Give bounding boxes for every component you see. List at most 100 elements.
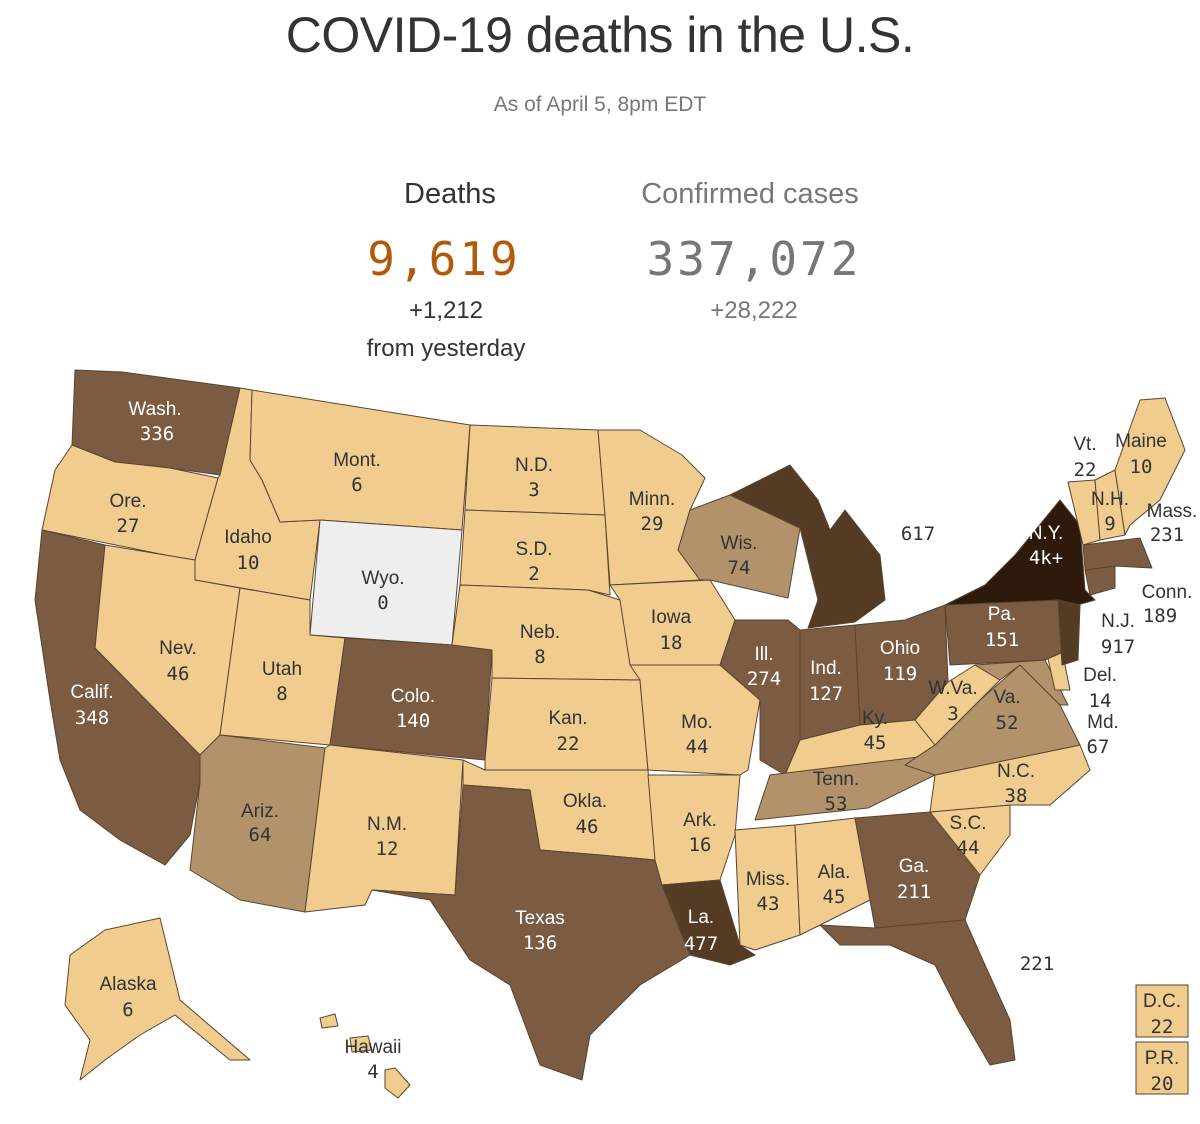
state-label-ny: N.Y. <box>1029 523 1064 544</box>
state-value-nj: 917 <box>1101 636 1135 658</box>
state-label-ky: Ky. <box>862 708 888 729</box>
deaths-label: Deaths <box>404 178 496 210</box>
state-la[interactable] <box>661 879 756 966</box>
state-value-mn: 29 <box>641 513 664 535</box>
state-value-wi: 74 <box>728 557 751 579</box>
state-value-in: 127 <box>809 683 843 705</box>
state-label-az: Ariz. <box>241 801 279 822</box>
state-value-ma: 231 <box>1150 524 1184 546</box>
state-value-wy: 0 <box>377 592 388 614</box>
state-value-sd: 2 <box>528 563 539 585</box>
state-label-ok: Okla. <box>563 791 607 812</box>
state-value-ny: 4k+ <box>1029 547 1063 569</box>
state-label-sc: S.C. <box>950 813 987 834</box>
state-label-ak: Alaska <box>99 974 156 995</box>
state-label-ct: Conn. <box>1142 582 1193 603</box>
state-value-co: 140 <box>396 710 430 732</box>
state-value-mi: 617 <box>901 523 935 545</box>
state-pr[interactable] <box>1135 1041 1189 1095</box>
state-label-nj: N.J. <box>1101 611 1135 632</box>
state-label-pr: P.R. <box>1145 1048 1180 1069</box>
state-value-nv: 46 <box>167 663 190 685</box>
state-fl[interactable] <box>819 919 1016 1066</box>
state-label-mo: Mo. <box>681 712 713 733</box>
state-label-me: Maine <box>1115 431 1167 452</box>
state-label-ia: Iowa <box>651 607 692 628</box>
state-label-tn: Tenn. <box>813 769 859 790</box>
state-ak[interactable] <box>64 917 251 1081</box>
state-label-mt: Mont. <box>333 450 381 471</box>
state-nm[interactable] <box>304 744 464 913</box>
state-value-hi: 4 <box>367 1061 378 1083</box>
state-value-ok: 46 <box>576 816 599 838</box>
state-label-vt: Vt. <box>1073 434 1096 455</box>
state-label-id: Idaho <box>224 527 272 548</box>
state-value-nc: 38 <box>1005 785 1028 807</box>
state-label-ga: Ga. <box>899 856 930 877</box>
state-value-ca: 348 <box>75 707 109 729</box>
state-label-ne: Neb. <box>520 622 560 643</box>
state-label-oh: Ohio <box>880 638 920 659</box>
state-tx[interactable] <box>371 784 691 1081</box>
state-nj[interactable] <box>1057 599 1081 666</box>
state-label-nh: N.H. <box>1091 489 1129 510</box>
state-value-ms: 43 <box>757 893 780 915</box>
state-value-ks: 22 <box>557 733 580 755</box>
state-value-pa: 151 <box>985 629 1019 651</box>
state-value-nm: 12 <box>376 838 399 860</box>
state-value-al: 45 <box>823 886 846 908</box>
state-value-me: 10 <box>1130 456 1153 478</box>
state-label-wa: Wash. <box>128 399 181 420</box>
state-value-de: 14 <box>1089 690 1112 712</box>
state-value-oh: 119 <box>883 663 917 685</box>
state-label-md: Md. <box>1087 712 1119 733</box>
state-sd[interactable] <box>459 509 611 596</box>
state-label-sd: S.D. <box>516 539 553 560</box>
state-label-va: Va. <box>993 687 1020 708</box>
state-co[interactable] <box>329 637 493 761</box>
state-label-il: Ill. <box>755 644 774 665</box>
state-value-tx: 136 <box>523 932 557 954</box>
state-label-nv: Nev. <box>159 638 197 659</box>
state-label-wi: Wis. <box>721 533 758 554</box>
state-al[interactable] <box>794 817 871 936</box>
state-me[interactable] <box>1114 397 1186 536</box>
state-value-va: 52 <box>996 712 1019 734</box>
state-tn[interactable] <box>754 754 936 821</box>
state-value-il: 274 <box>747 668 781 690</box>
map-title: COVID-19 deaths in the U.S. <box>285 7 915 63</box>
state-value-or: 27 <box>117 515 140 537</box>
state-value-fl: 221 <box>1020 953 1054 975</box>
state-mi[interactable] <box>729 464 886 629</box>
state-label-la: La. <box>688 907 714 928</box>
state-label-ma: Mass. <box>1147 501 1198 522</box>
state-value-tn: 53 <box>825 793 848 815</box>
cases-total: 337,072 <box>646 232 862 286</box>
state-label-dc: D.C. <box>1143 991 1181 1012</box>
state-value-ky: 45 <box>864 732 887 754</box>
state-label-nc: N.C. <box>997 761 1035 782</box>
state-label-ms: Miss. <box>746 869 790 890</box>
state-dc[interactable] <box>1135 984 1189 1038</box>
state-value-pr: 20 <box>1151 1073 1174 1095</box>
state-label-nm: N.M. <box>367 814 407 835</box>
state-value-sc: 44 <box>957 837 980 859</box>
deaths-total: 9,619 <box>367 232 521 286</box>
state-hi[interactable] <box>384 1067 411 1099</box>
state-hi-islands <box>349 1035 373 1053</box>
state-ma[interactable] <box>1082 537 1153 571</box>
state-label-or: Ore. <box>110 491 147 512</box>
state-value-nd: 3 <box>528 479 539 501</box>
state-label-al: Ala. <box>818 862 851 883</box>
state-value-wa: 336 <box>140 423 174 445</box>
state-value-az: 64 <box>249 824 272 846</box>
cases-change: +28,222 <box>710 297 798 324</box>
state-value-ut: 8 <box>276 683 287 705</box>
state-label-ks: Kan. <box>548 708 587 729</box>
state-label-co: Colo. <box>391 686 435 707</box>
state-value-id: 10 <box>237 552 260 574</box>
state-ms[interactable] <box>734 824 801 951</box>
state-ny[interactable] <box>944 499 1096 611</box>
state-ct[interactable] <box>1084 565 1116 596</box>
state-label-mn: Minn. <box>629 489 675 510</box>
